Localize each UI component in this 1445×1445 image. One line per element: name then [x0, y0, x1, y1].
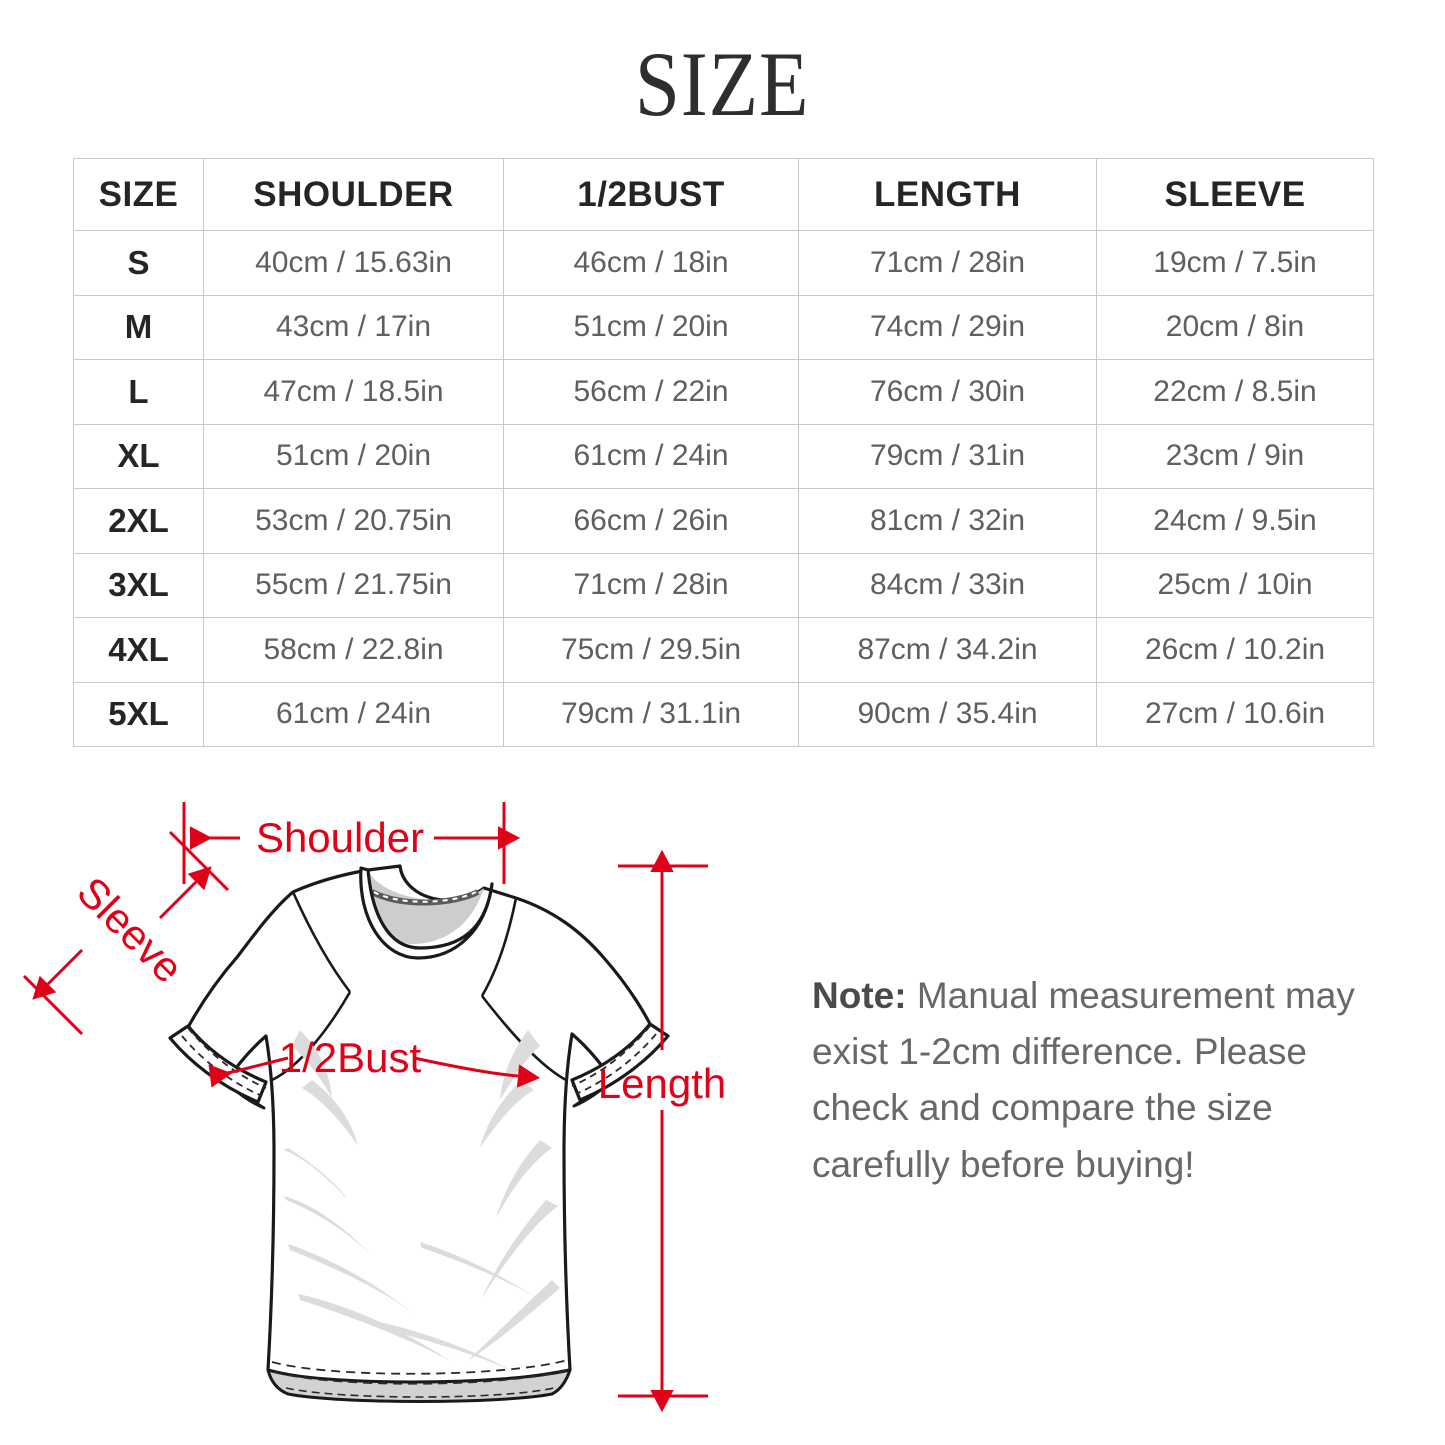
cell-length: 87cm / 34.2in — [798, 617, 1097, 683]
hem-stitch-3 — [285, 1387, 555, 1398]
sleeve-tick-top — [168, 830, 230, 892]
sleeve-measurement-group: Sleeve — [22, 830, 230, 1036]
right-cuff-stitch-1 — [575, 1033, 657, 1095]
cell-size: 4XL — [73, 617, 204, 683]
cell-size: L — [73, 359, 204, 425]
cell-sleeve: 26cm / 10.2in — [1096, 617, 1374, 683]
page-title: SIZE — [635, 33, 810, 135]
cell-shoulder: 61cm / 24in — [203, 681, 504, 747]
bust-measurement-group: 1/2Bust — [208, 1034, 541, 1088]
cell-sleeve: 22cm / 8.5in — [1096, 359, 1374, 425]
cell-size: 2XL — [73, 488, 204, 554]
bust-arrow-left-segment — [208, 1056, 289, 1088]
shoulder-measurement-group: Shoulder — [182, 802, 521, 884]
cell-sleeve: 19cm / 7.5in — [1096, 230, 1374, 296]
table-row: 5XL 61cm / 24in 79cm / 31.1in 90cm / 35.… — [73, 681, 1374, 747]
cell-length: 76cm / 30in — [798, 359, 1097, 425]
cell-size: XL — [73, 423, 204, 489]
cell-sleeve: 23cm / 9in — [1096, 423, 1374, 489]
cell-bust: 75cm / 29.5in — [503, 617, 799, 683]
table-row: 4XL 58cm / 22.8in 75cm / 29.5in 87cm / 3… — [73, 617, 1374, 683]
cell-bust: 71cm / 28in — [503, 552, 799, 618]
collar-inner — [368, 870, 484, 944]
sleeve-label: Sleeve — [68, 868, 192, 992]
cell-shoulder: 55cm / 21.75in — [203, 552, 504, 618]
cell-sleeve: 20cm / 8in — [1096, 294, 1374, 360]
sleeve-arrow-lower — [32, 948, 84, 1000]
table-row: 3XL 55cm / 21.75in 71cm / 28in 84cm / 33… — [73, 552, 1374, 618]
cell-size: M — [73, 294, 204, 360]
column-header-shoulder: SHOULDER — [203, 158, 504, 231]
cell-shoulder: 51cm / 20in — [203, 423, 504, 489]
length-measurement-group: Length — [598, 849, 726, 1413]
right-cuff-stitch-2 — [571, 1025, 651, 1087]
cell-bust: 46cm / 18in — [503, 230, 799, 296]
cell-sleeve: 25cm / 10in — [1096, 552, 1374, 618]
cell-size: S — [73, 230, 204, 296]
cell-length: 84cm / 33in — [798, 552, 1097, 618]
column-header-size: SIZE — [73, 158, 204, 231]
cell-size: 3XL — [73, 552, 204, 618]
column-header-bust: 1/2BUST — [503, 158, 799, 231]
left-cuff-stitch-2 — [187, 1027, 267, 1089]
right-cuff-fold — [570, 1022, 670, 1102]
cell-sleeve: 24cm / 9.5in — [1096, 488, 1374, 554]
page-title-container: SIZE — [0, 38, 1445, 130]
right-shoulder-seam — [480, 897, 518, 997]
cell-length: 79cm / 31in — [798, 423, 1097, 489]
collar-rib — [359, 866, 494, 960]
cell-length: 71cm / 28in — [798, 230, 1097, 296]
cell-shoulder: 40cm / 15.63in — [203, 230, 504, 296]
cell-size: 5XL — [73, 681, 204, 747]
bust-label: 1/2Bust — [279, 1034, 422, 1081]
cell-bust: 66cm / 26in — [503, 488, 799, 554]
cell-shoulder: 58cm / 22.8in — [203, 617, 504, 683]
collar-stitch-dash — [373, 891, 477, 903]
left-shoulder-seam — [291, 891, 352, 993]
length-label: Length — [598, 1060, 726, 1107]
table-row: L 47cm / 18.5in 56cm / 22in 76cm / 30in … — [73, 359, 1374, 425]
column-header-length: LENGTH — [798, 158, 1097, 231]
sleeve-tick-bottom — [22, 974, 84, 1036]
column-header-sleeve: SLEEVE — [1096, 158, 1374, 231]
table-header-row: SIZE SHOULDER 1/2BUST LENGTH SLEEVE — [73, 158, 1374, 231]
cell-length: 74cm / 29in — [798, 294, 1097, 360]
table-row: XL 51cm / 20in 61cm / 24in 79cm / 31in 2… — [73, 423, 1374, 489]
bust-arrow-right-segment — [413, 1056, 541, 1088]
table-row: 2XL 53cm / 20.75in 66cm / 26in 81cm / 32… — [73, 488, 1374, 554]
note-text: Manual measurement may exist 1-2cm diffe… — [812, 975, 1355, 1185]
cell-length: 90cm / 35.4in — [798, 681, 1097, 747]
note-label: Note: — [812, 975, 907, 1016]
table-row: S 40cm / 15.63in 46cm / 18in 71cm / 28in… — [73, 230, 1374, 296]
cell-shoulder: 53cm / 20.75in — [203, 488, 504, 554]
cell-bust: 56cm / 22in — [503, 359, 799, 425]
note-block: Note: Manual measurement may exist 1-2cm… — [812, 968, 1392, 1193]
cell-sleeve: 27cm / 10.6in — [1096, 681, 1374, 747]
sleeve-arrow-upper — [158, 866, 212, 920]
cell-bust: 79cm / 31.1in — [503, 681, 799, 747]
cell-bust: 61cm / 24in — [503, 423, 799, 489]
cell-shoulder: 47cm / 18.5in — [203, 359, 504, 425]
cell-bust: 51cm / 20in — [503, 294, 799, 360]
hem-bottom-edge — [266, 1368, 572, 1403]
shoulder-label: Shoulder — [256, 814, 424, 861]
tshirt-illustration — [168, 864, 670, 1403]
tshirt-measurement-diagram: Shoulder Sleeve 1/2Bust Length — [0, 780, 800, 1440]
left-armhole-seam — [271, 991, 352, 1082]
left-cuff-fold — [168, 1024, 268, 1104]
cell-length: 81cm / 32in — [798, 488, 1097, 554]
table-row: M 43cm / 17in 51cm / 20in 74cm / 29in 20… — [73, 294, 1374, 360]
cell-shoulder: 43cm / 17in — [203, 294, 504, 360]
size-chart-table: SIZE SHOULDER 1/2BUST LENGTH SLEEVE S 40… — [73, 158, 1374, 747]
